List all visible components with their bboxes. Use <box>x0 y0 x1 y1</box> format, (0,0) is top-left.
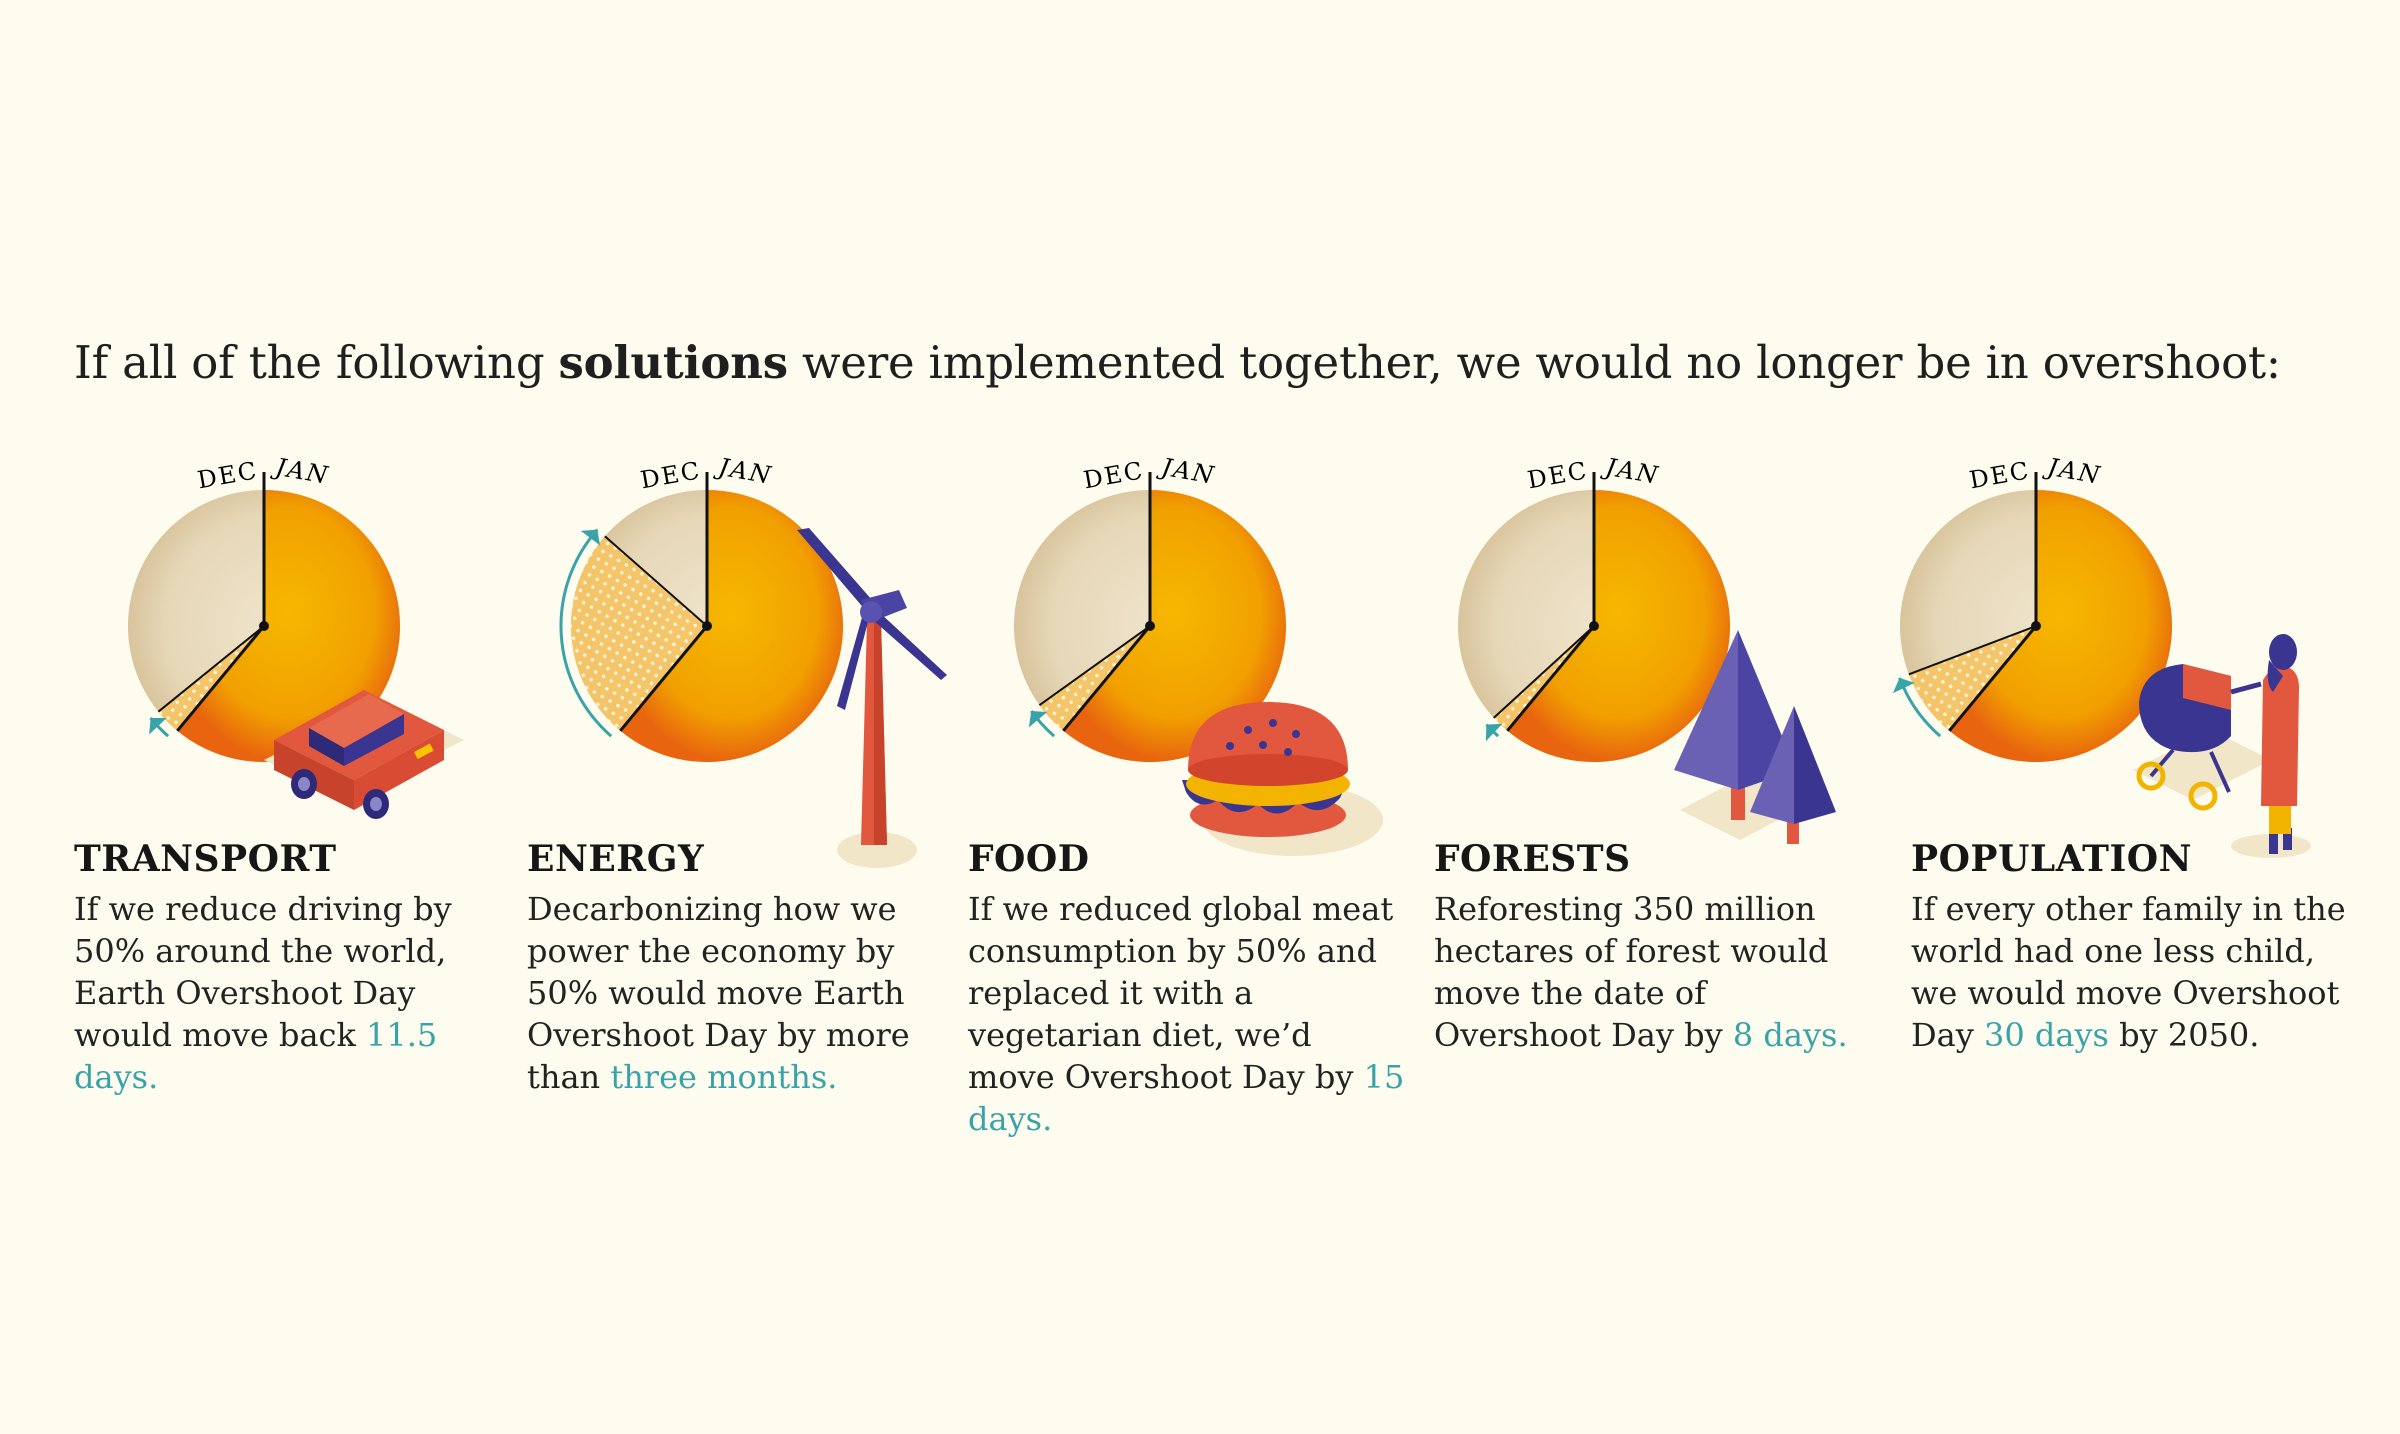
gained-days-segment <box>1493 626 1594 731</box>
overshoot-segment <box>1063 490 1286 762</box>
clock-chart-food: DEC JAN <box>1014 452 1383 856</box>
gained-days-segment <box>1039 626 1150 731</box>
car-icon <box>264 690 464 819</box>
clock-center <box>259 621 269 631</box>
clock-center <box>2031 621 2041 631</box>
headline: If all of the following solutions were i… <box>74 336 2281 389</box>
trees-icon <box>1674 630 1836 844</box>
clock-center <box>702 621 712 631</box>
clock-hand-overshoot <box>176 625 266 732</box>
month-label-jan: JAN <box>712 452 775 490</box>
clock-hand-new-date <box>604 535 708 627</box>
clock-hand-new-date <box>1493 625 1595 719</box>
month-label-jan: JAN <box>269 452 332 490</box>
headline-text-after: were implemented together, we would no l… <box>787 336 2281 389</box>
clock-hand-new-date <box>157 625 265 713</box>
highlight-value: 30 days <box>1983 1016 2109 1054</box>
panel-body-after: by 2050. <box>2108 1016 2260 1054</box>
overshoot-segment <box>177 490 401 762</box>
panel-description: If we reduced global meat consumption by… <box>968 888 1408 1140</box>
panel-body-text: Decarbonizing how we power the economy b… <box>527 890 910 1096</box>
gain-arrow-head <box>1485 723 1503 742</box>
panel-body-text: If every other family in the world had o… <box>1911 890 2346 1054</box>
month-label-dec: DEC <box>195 456 260 494</box>
mother-with-stroller-icon <box>2133 634 2311 858</box>
panel-title: FORESTS <box>1434 838 1631 880</box>
clock-center <box>1145 621 1155 631</box>
overshoot-segment <box>620 490 844 762</box>
panel-transport: DEC JAN TRANSPORT If we reduce driving b… <box>74 440 514 1120</box>
clock-chart-forests: DEC JAN <box>1458 452 1836 844</box>
clock-hand-overshoot <box>619 625 709 732</box>
highlight-value: 8 days. <box>1732 1016 1848 1054</box>
panel-energy: DEC JAN ENERGY Decarbonizing how we powe… <box>527 440 967 1120</box>
highlight-value: 15 days. <box>968 1058 1405 1138</box>
clock-hand-new-date <box>1908 625 2037 676</box>
gain-arrow-head <box>149 717 167 735</box>
panel-title: ENERGY <box>527 838 705 880</box>
gain-arrow-head <box>580 529 600 546</box>
clock-hand-new-date <box>1038 625 1151 706</box>
highlight-value: 11.5 days. <box>74 1016 438 1096</box>
highlight-value: three months. <box>610 1058 838 1096</box>
panel-description: Decarbonizing how we power the economy b… <box>527 888 967 1098</box>
clock-chart-energy: DEC JAN <box>559 452 947 868</box>
month-label-jan: JAN <box>1155 452 1218 490</box>
gain-arrow-head <box>1028 711 1048 728</box>
panel-body-text: If we reduce driving by 50% around the w… <box>74 890 452 1054</box>
panel-body-text: Reforesting 350 million hectares of fore… <box>1434 890 1829 1054</box>
panel-description: If every other family in the world had o… <box>1911 888 2351 1056</box>
clock-chart-transport: DEC JAN <box>128 452 464 819</box>
clock-hand-overshoot <box>1506 625 1596 732</box>
month-label-jan: JAN <box>1599 452 1662 490</box>
panel-title: FOOD <box>968 838 1090 880</box>
panel-title: POPULATION <box>1911 838 2193 880</box>
month-label-dec: DEC <box>1081 456 1146 494</box>
month-label-dec: DEC <box>1967 456 2032 494</box>
headline-text-before: If all of the following <box>74 336 559 389</box>
gained-days-segment <box>571 536 707 731</box>
clock-center <box>1589 621 1599 631</box>
overshoot-segment <box>1949 490 2172 762</box>
gained-days-segment <box>158 626 264 731</box>
clock-chart-population: DEC JAN <box>1892 452 2311 858</box>
month-label-dec: DEC <box>1525 456 1590 494</box>
gain-arrow-arc <box>559 528 613 738</box>
month-label-dec: DEC <box>638 456 703 494</box>
clock-hand-overshoot <box>1948 625 2038 732</box>
panel-description: If we reduce driving by 50% around the w… <box>74 888 514 1098</box>
panel-forests: DEC JAN FORESTS Reforesting 350 million … <box>1434 440 1874 1120</box>
panel-body-text: If we reduced global meat consumption by… <box>968 890 1394 1096</box>
clock-hand-overshoot <box>1062 625 1152 732</box>
gained-days-segment <box>1908 626 2036 731</box>
gain-arrow-head <box>1892 677 1915 694</box>
panel-food: DEC JAN FOOD If we reduced global meat c… <box>968 440 1408 1138</box>
panel-title: TRANSPORT <box>74 838 337 880</box>
burger-icon <box>1182 702 1383 856</box>
panel-population: DEC JAN POPULATION If every other family… <box>1892 440 2351 1120</box>
wind-turbine-icon <box>797 528 947 868</box>
headline-bold-word: solutions <box>558 336 789 389</box>
overshoot-segment <box>1507 490 1730 762</box>
month-label-jan: JAN <box>2041 452 2104 490</box>
panel-description: Reforesting 350 million hectares of fore… <box>1434 888 1874 1056</box>
